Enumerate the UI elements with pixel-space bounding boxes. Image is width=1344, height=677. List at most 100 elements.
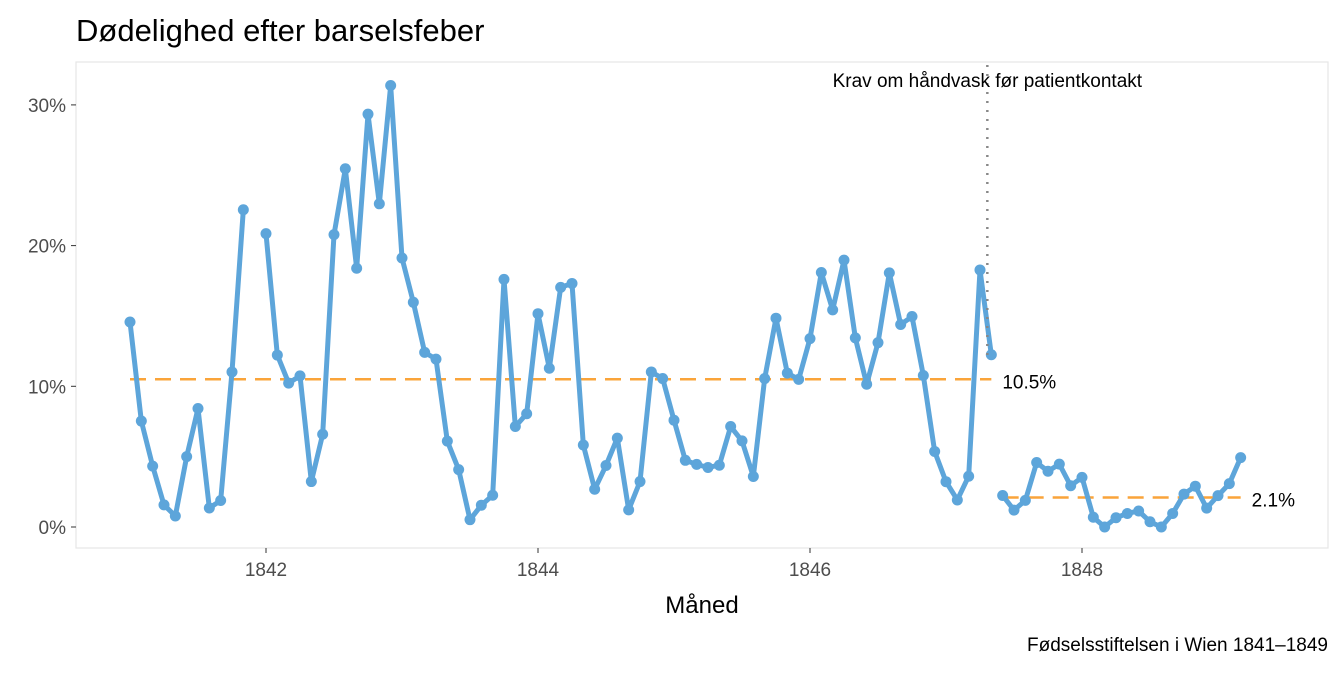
data-point <box>600 460 612 472</box>
data-point <box>441 435 453 447</box>
data-point <box>1087 511 1099 523</box>
data-point <box>487 489 499 501</box>
data-point <box>1076 471 1088 483</box>
data-point <box>1133 505 1145 517</box>
data-point <box>747 470 759 482</box>
x-tick-label: 1846 <box>789 560 831 581</box>
y-tick-label: 20% <box>28 237 66 258</box>
data-point <box>611 432 623 444</box>
data-point <box>498 273 510 285</box>
data-point <box>124 316 136 328</box>
data-point <box>1008 504 1020 516</box>
data-point <box>203 502 215 514</box>
data-point <box>1053 458 1065 470</box>
data-point <box>1121 507 1133 519</box>
data-point <box>509 421 521 433</box>
data-point <box>237 204 249 216</box>
data-point <box>725 421 737 433</box>
data-point <box>1167 507 1179 519</box>
data-point <box>226 366 238 378</box>
data-point <box>521 408 533 420</box>
data-point <box>192 403 204 415</box>
data-point <box>1065 480 1077 492</box>
data-point <box>1189 480 1201 492</box>
data-point <box>181 451 193 463</box>
data-point <box>951 494 963 506</box>
data-point <box>430 353 442 365</box>
data-point <box>339 163 351 175</box>
data-point <box>974 264 986 276</box>
data-point <box>1031 457 1043 469</box>
data-point <box>1212 490 1224 502</box>
y-tick-label: 0% <box>39 518 67 539</box>
data-point <box>1019 494 1031 506</box>
data-point <box>1155 521 1167 533</box>
data-point <box>759 373 771 385</box>
data-point <box>917 369 929 381</box>
data-point <box>895 319 907 331</box>
data-point <box>1201 502 1213 514</box>
data-point <box>464 514 476 526</box>
data-point <box>407 296 419 308</box>
data-point <box>963 470 975 482</box>
data-point <box>713 459 725 471</box>
data-point <box>861 378 873 390</box>
data-point <box>158 499 170 511</box>
data-point <box>1235 452 1247 464</box>
data-point <box>419 346 431 358</box>
data-point <box>838 254 850 266</box>
data-point <box>940 476 952 488</box>
mean-label-after: 2.1% <box>1252 490 1295 511</box>
data-point <box>351 262 363 274</box>
x-axis-label: Måned <box>665 592 738 619</box>
data-point <box>577 439 589 451</box>
data-point <box>793 373 805 385</box>
plot-panel <box>75 61 1329 549</box>
x-tick-label: 1842 <box>245 560 287 581</box>
data-point <box>702 461 714 473</box>
data-point <box>645 366 657 378</box>
data-point <box>985 349 997 361</box>
data-point <box>566 277 578 289</box>
data-point <box>657 373 669 385</box>
caption: Fødselsstiftelsen i Wien 1841–1849 <box>1027 635 1328 656</box>
data-point <box>260 228 272 240</box>
data-point <box>997 489 1009 501</box>
data-point <box>475 499 487 511</box>
data-point <box>668 414 680 426</box>
data-point <box>317 428 329 440</box>
data-point <box>929 445 941 457</box>
data-point <box>623 504 635 516</box>
data-point <box>373 198 385 210</box>
data-point <box>555 281 567 293</box>
data-point <box>328 229 340 241</box>
mean-label-before: 10.5% <box>1002 372 1056 393</box>
data-point <box>305 476 317 488</box>
data-point <box>849 332 861 344</box>
data-point <box>691 458 703 470</box>
data-point <box>294 370 306 382</box>
chart-title: Dødelighed efter barselsfeber <box>76 13 484 48</box>
data-point <box>543 362 555 374</box>
data-point <box>1099 521 1111 533</box>
data-point <box>781 367 793 379</box>
data-point <box>271 349 283 361</box>
data-point <box>1223 478 1235 490</box>
data-point <box>396 252 408 264</box>
data-point <box>385 79 397 91</box>
data-point <box>872 337 884 349</box>
data-point <box>453 464 465 476</box>
data-point <box>1178 488 1190 500</box>
data-point <box>169 510 181 522</box>
data-point <box>827 304 839 316</box>
data-point <box>804 333 816 345</box>
y-tick-label: 10% <box>28 377 66 398</box>
data-point <box>147 460 159 472</box>
data-point <box>883 267 895 279</box>
data-point <box>634 476 646 488</box>
data-point <box>589 483 601 495</box>
y-tick-label: 30% <box>28 96 66 117</box>
data-point <box>283 377 295 389</box>
x-tick-label: 1848 <box>1061 560 1103 581</box>
